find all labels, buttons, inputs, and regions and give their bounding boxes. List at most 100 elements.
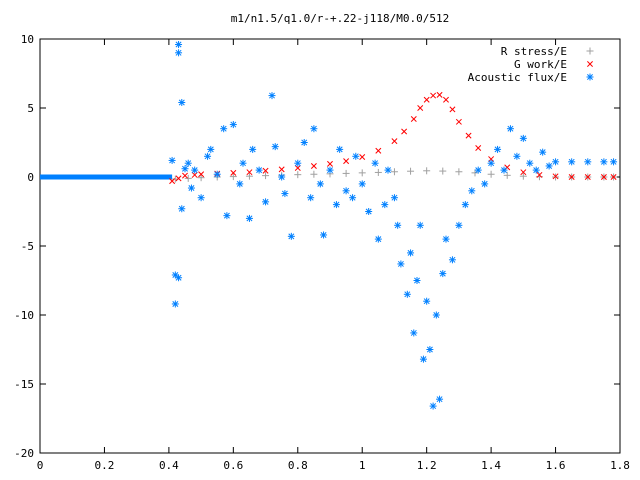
data-point <box>229 173 237 181</box>
data-point <box>316 180 324 188</box>
data-point <box>584 158 592 166</box>
x-tick-label: 0.8 <box>288 459 308 472</box>
data-point <box>417 105 424 111</box>
data-point <box>178 205 186 213</box>
data-point <box>397 260 405 268</box>
data-point <box>610 158 618 166</box>
data-point <box>365 208 373 215</box>
data-point <box>184 159 192 167</box>
data-point <box>336 145 344 153</box>
data-point <box>294 159 302 167</box>
x-tick-label: 0 <box>37 459 44 472</box>
data-point <box>168 156 176 164</box>
data-point <box>584 174 591 180</box>
y-tick-label: -20 <box>14 447 34 460</box>
data-point <box>468 187 476 195</box>
data-point <box>327 160 333 167</box>
y-tick-label: 0 <box>27 171 34 184</box>
data-point <box>513 152 521 160</box>
data-point <box>245 214 253 222</box>
data-point <box>384 166 392 174</box>
data-point <box>175 49 183 57</box>
y-tick-label: 10 <box>21 33 34 46</box>
x-tick-label: 0.6 <box>223 459 243 472</box>
data-point <box>197 174 205 182</box>
data-point <box>310 162 317 169</box>
data-point <box>320 231 328 239</box>
data-point <box>236 180 244 188</box>
data-point <box>178 98 186 106</box>
y-tick-label: -15 <box>14 378 34 391</box>
legend-label: Acoustic flux/E <box>468 71 567 84</box>
series-0 <box>171 167 618 183</box>
data-point <box>213 170 221 178</box>
data-point <box>423 167 431 175</box>
data-point <box>536 171 543 178</box>
plot-frame <box>39 38 621 454</box>
data-point <box>449 106 456 113</box>
series-1 <box>169 91 617 185</box>
data-point <box>281 190 289 198</box>
data-point <box>394 221 402 229</box>
data-point <box>184 174 192 182</box>
data-point <box>381 201 389 209</box>
data-point <box>390 194 398 202</box>
data-point <box>245 172 253 180</box>
data-point <box>432 311 440 319</box>
data-point <box>443 96 449 103</box>
data-point <box>262 167 269 174</box>
data-point <box>371 159 379 167</box>
x-axis: 0 0.2 0.4 0.6 0.8 1 1.2 1.4 1.6 1.8 <box>37 39 630 472</box>
data-point <box>204 152 212 160</box>
data-point <box>342 169 350 177</box>
data-point <box>310 125 318 133</box>
data-point <box>410 116 417 123</box>
data-point <box>310 170 318 178</box>
x-tick-label: 1.2 <box>417 459 437 472</box>
x-tick-label: 0.2 <box>95 459 115 472</box>
data-point <box>552 158 560 166</box>
data-point <box>401 128 408 135</box>
data-point <box>294 171 302 179</box>
data-point <box>249 145 257 153</box>
data-point <box>220 125 228 133</box>
data-point <box>169 178 176 185</box>
data-point <box>487 170 495 178</box>
data-point <box>307 194 315 202</box>
legend-marker <box>586 47 594 55</box>
data-point <box>343 158 350 165</box>
data-point <box>423 96 430 103</box>
data-point <box>439 270 447 278</box>
y-tick-label: -5 <box>21 240 34 253</box>
data-point <box>255 166 263 174</box>
data-point <box>539 148 547 156</box>
data-point <box>455 118 462 125</box>
data-point <box>430 92 437 99</box>
data-point <box>442 235 450 243</box>
data-point <box>326 166 334 174</box>
legend-marker <box>587 61 593 67</box>
data-point <box>239 159 247 167</box>
data-point <box>410 329 418 337</box>
data-point <box>374 235 382 243</box>
data-point <box>506 125 514 133</box>
data-point <box>519 134 527 142</box>
data-point <box>268 92 276 100</box>
legend-marker <box>586 73 594 81</box>
data-point <box>223 212 231 220</box>
data-point <box>500 166 508 174</box>
data-point <box>191 171 198 178</box>
data-point <box>278 173 286 181</box>
legend-label: G work/E <box>514 58 567 71</box>
legend-label: R stress/E <box>501 45 567 58</box>
y-tick-label: 5 <box>27 102 34 115</box>
data-point <box>375 147 382 154</box>
data-point <box>475 145 482 151</box>
y-tick-label: -10 <box>14 309 34 322</box>
data-point <box>526 159 534 167</box>
x-tick-label: 1.6 <box>546 459 566 472</box>
data-point <box>600 158 608 166</box>
data-point <box>465 132 472 139</box>
data-point <box>262 198 270 206</box>
data-point <box>520 169 527 176</box>
